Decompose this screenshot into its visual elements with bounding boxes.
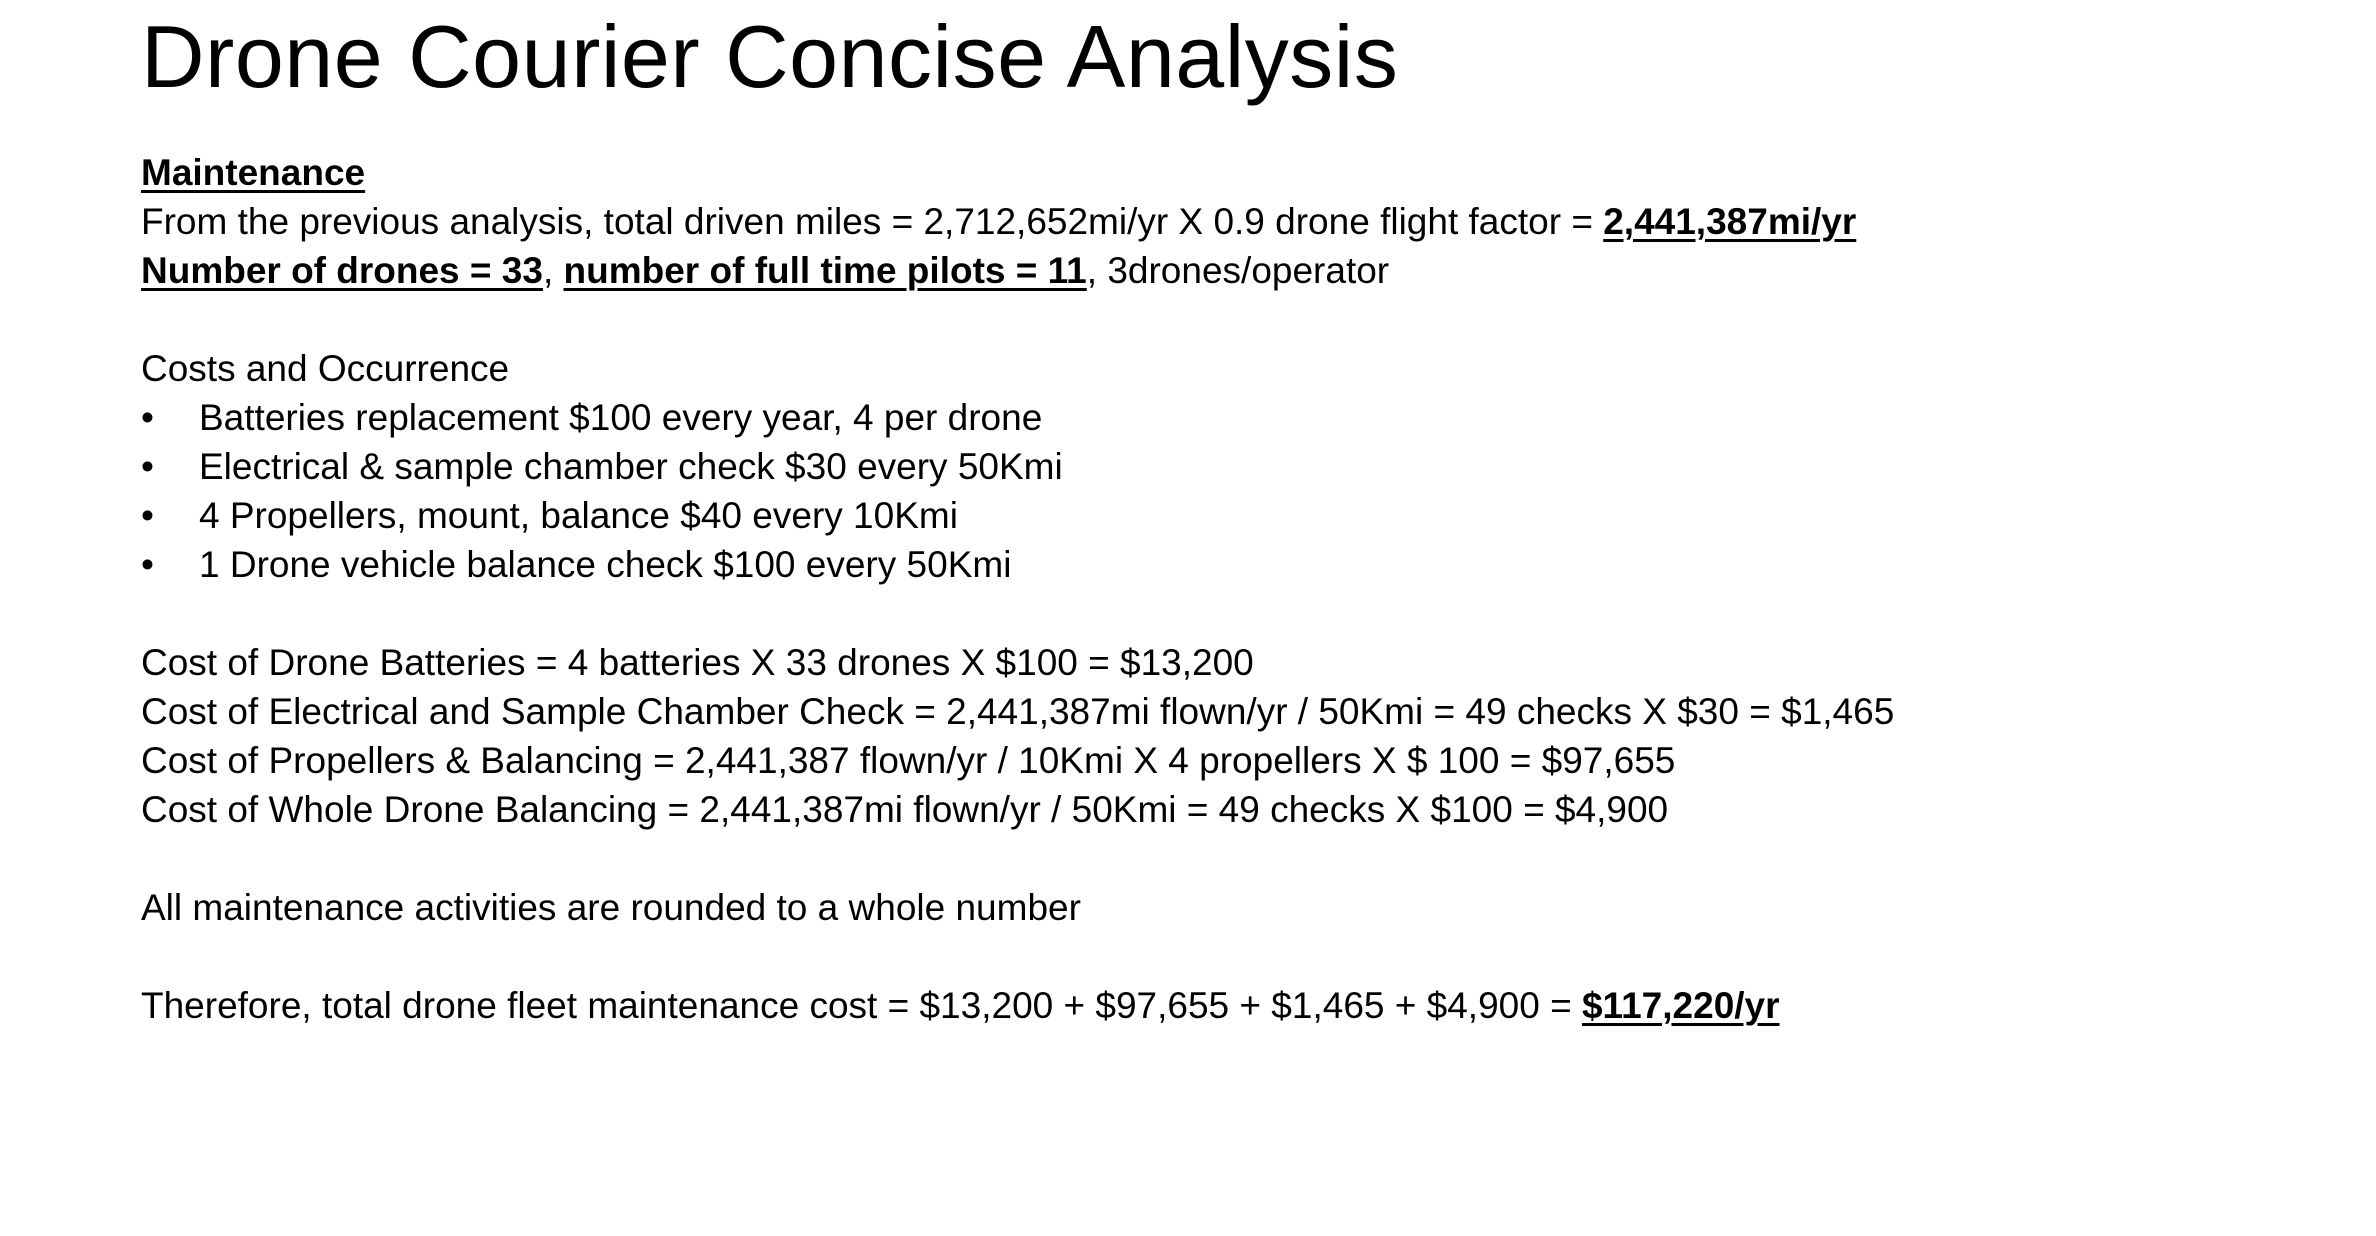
spacer	[141, 834, 2241, 883]
maintenance-heading-text: Maintenance	[141, 152, 366, 193]
spacer	[141, 589, 2241, 638]
list-item-text: Electrical & sample chamber check $30 ev…	[199, 446, 1063, 487]
costs-list: • Batteries replacement $100 every year,…	[141, 393, 2241, 589]
miles-line: From the previous analysis, total driven…	[141, 197, 2241, 246]
rounding-note: All maintenance activities are rounded t…	[141, 887, 1081, 928]
bullet-icon: •	[141, 495, 154, 536]
spacer	[141, 295, 2241, 344]
conclusion-prefix: Therefore, total drone fleet maintenance…	[141, 985, 1582, 1026]
drone-operator-ratio: , 3drones/operator	[1086, 250, 1390, 291]
fleet-line: Number of drones = 33, number of full ti…	[141, 246, 2241, 295]
bullet-icon: •	[141, 446, 154, 487]
calc-batteries: Cost of Drone Batteries = 4 batteries X …	[141, 642, 1254, 683]
list-item-text: 1 Drone vehicle balance check $100 every…	[199, 544, 1012, 585]
conclusion-line: Therefore, total drone fleet maintenance…	[141, 981, 2241, 1030]
list-item-text: Batteries replacement $100 every year, 4…	[199, 397, 1043, 438]
list-item: • Electrical & sample chamber check $30 …	[141, 442, 2241, 491]
drone-count: Number of drones = 33	[141, 250, 543, 291]
costs-heading: Costs and Occurrence	[141, 348, 510, 389]
list-item: • 4 Propellers, mount, balance $40 every…	[141, 491, 2241, 540]
bullet-icon: •	[141, 544, 154, 585]
list-item: • Batteries replacement $100 every year,…	[141, 393, 2241, 442]
fleet-separator: ,	[542, 250, 564, 291]
spacer	[141, 932, 2241, 981]
list-item-text: 4 Propellers, mount, balance $40 every 1…	[199, 495, 958, 536]
slide-title: Drone Courier Concise Analysis	[141, 7, 1399, 106]
calc-electrical-check: Cost of Electrical and Sample Chamber Ch…	[141, 691, 1895, 732]
list-item: • 1 Drone vehicle balance check $100 eve…	[141, 540, 2241, 589]
total-maintenance-cost: $117,220/yr	[1581, 985, 1780, 1026]
maintenance-heading: Maintenance	[141, 148, 2241, 197]
miles-prefix: From the previous analysis, total driven…	[141, 201, 1604, 242]
miles-total: 2,441,387mi/yr	[1603, 201, 1857, 242]
bullet-icon: •	[141, 397, 154, 438]
pilot-count: number of full time pilots = 11	[563, 250, 1087, 291]
calc-drone-balancing: Cost of Whole Drone Balancing = 2,441,38…	[141, 789, 1669, 830]
slide-body: Maintenance From the previous analysis, …	[141, 148, 2241, 1030]
calc-propellers: Cost of Propellers & Balancing = 2,441,3…	[141, 740, 1676, 781]
